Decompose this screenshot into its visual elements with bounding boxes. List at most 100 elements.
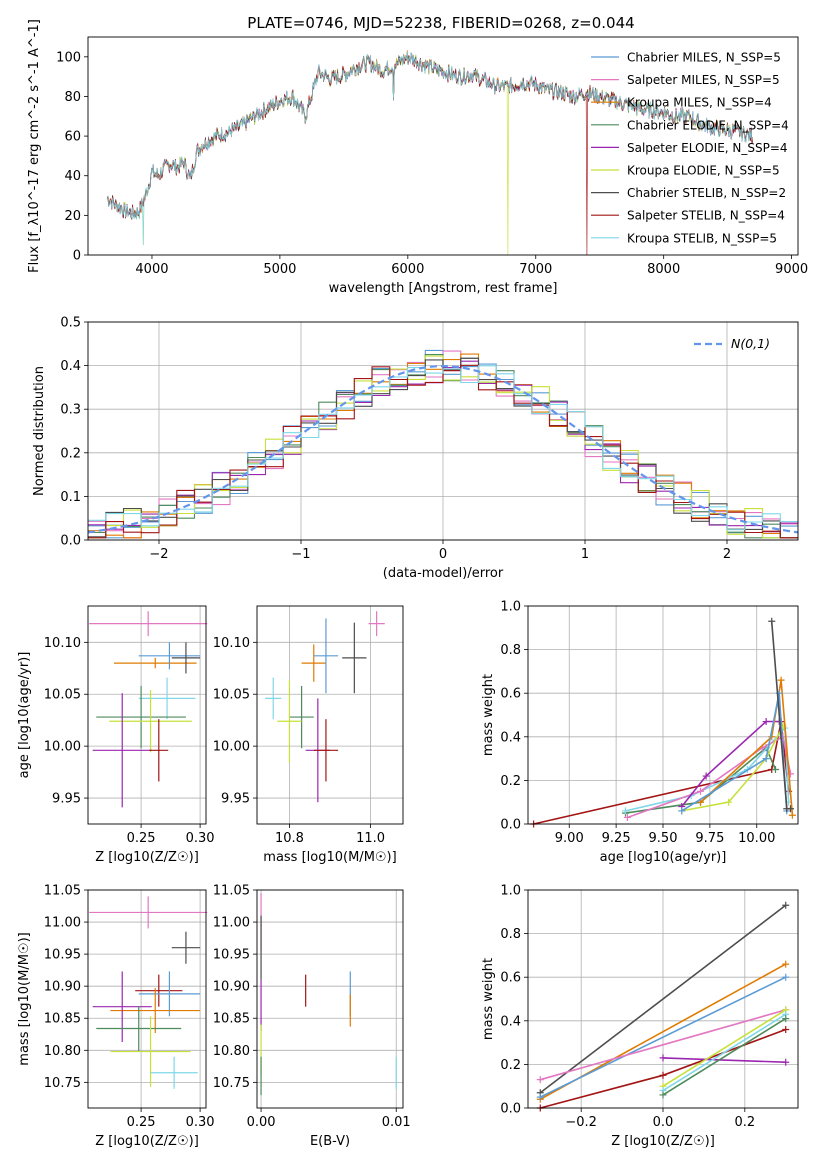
weight-series-line — [662, 1017, 787, 1096]
y-tick-label: 0.2 — [60, 446, 81, 461]
x-tick-label: −0.2 — [565, 1115, 597, 1130]
x-tick-label: −2 — [149, 547, 168, 562]
mass-vs-Z-y-axis-label: mass [log10(M/M☉)] — [17, 932, 32, 1065]
weight-marker — [678, 807, 686, 815]
legend-entry: Chabrier MILES, N_SSP=5 — [627, 51, 781, 65]
legend-entry: Salpeter ELODIE, N_SSP=4 — [627, 141, 788, 155]
mass-weight-vs-Z-lines — [536, 901, 790, 1112]
mass-weight-vs-age-lines — [530, 617, 796, 828]
spectrum-axes: 4000 5000 6000 7000 8000 9000 0 20 40 60 80 100 — [56, 50, 808, 277]
y-tick-label: 10.90 — [213, 980, 250, 995]
y-tick-label: 0.0 — [500, 818, 521, 833]
y-tick-label: 9.95 — [52, 792, 81, 807]
normal-reference-curve — [87, 364, 799, 534]
weight-series-line — [681, 725, 784, 812]
legend-entry: Salpeter MILES, N_SSP=5 — [627, 73, 780, 87]
weight-marker — [725, 798, 733, 806]
x-tick-label: 10.00 — [738, 831, 775, 846]
y-tick-label: 0.4 — [500, 730, 521, 745]
y-tick-label: 0.1 — [60, 490, 81, 505]
weight-marker — [762, 755, 770, 763]
mass-vs-Z-axes: 0.25 0.30 10.75 10.80 10.85 10.90 10.95 11.00 11… — [44, 884, 215, 1131]
weight-marker — [536, 1093, 544, 1101]
x-tick-label: 0.01 — [382, 1115, 411, 1130]
weight-marker — [697, 787, 704, 795]
y-tick-label: 60 — [64, 130, 81, 145]
x-tick-label: −1 — [291, 547, 310, 562]
x-tick-label: 7000 — [519, 262, 552, 277]
mass-weight-vs-age-y-axis-label: mass weight — [481, 674, 496, 756]
mass-vs-EBV-x-axis-label: E(B-V) — [310, 1134, 350, 1149]
weight-marker — [702, 772, 710, 780]
weight-marker — [659, 1054, 667, 1062]
y-tick-label: 10.75 — [44, 1076, 81, 1091]
y-tick-label: 10.00 — [44, 740, 81, 755]
weight-series-line — [662, 1057, 786, 1063]
spectrum-legend: Chabrier MILES, N_SSP=5 Salpeter MILES, N… — [591, 51, 789, 245]
y-tick-label: 0.2 — [500, 1058, 521, 1073]
y-tick-label: 10.10 — [213, 636, 250, 651]
weight-marker — [782, 901, 790, 909]
age-vs-mass-frame — [256, 605, 404, 825]
weight-series-line — [540, 1009, 786, 1081]
residuals-y-axis-label: Normed distribution — [32, 366, 47, 496]
y-tick-label: 0.6 — [500, 971, 521, 986]
x-tick-label: 9.00 — [555, 831, 584, 846]
legend-entry: Salpeter STELIB, N_SSP=4 — [627, 209, 785, 223]
x-tick-label: 11.0 — [356, 831, 385, 846]
age-vs-mass-x-axis-label: mass [log10(M/M☉)] — [263, 850, 396, 865]
weight-series-line — [533, 721, 790, 825]
weight-series-line — [539, 976, 787, 1098]
y-tick-label: 10.05 — [44, 688, 81, 703]
weight-marker — [623, 813, 631, 821]
weight-series-line — [662, 1009, 787, 1087]
y-tick-label: 0.8 — [500, 643, 521, 658]
y-tick-label: 10.85 — [44, 1012, 81, 1027]
y-tick-label: 0 — [73, 249, 81, 264]
x-tick-label: 0.0 — [653, 1115, 674, 1130]
weight-series-line — [662, 1013, 787, 1092]
age-vs-Z-frame — [87, 605, 207, 825]
x-tick-label: 0.25 — [127, 1115, 156, 1130]
legend-entry: Kroupa MILES, N_SSP=4 — [627, 96, 772, 110]
weight-marker — [782, 1015, 790, 1023]
x-tick-label: 4000 — [135, 262, 168, 277]
spectrum-lines — [106, 50, 754, 256]
y-tick-label: 80 — [64, 90, 81, 105]
spectrum-y-axis-label: Flux [f_λ10^-17 erg cm^-2 s^-1 A^-1] — [27, 19, 42, 273]
x-tick-label: 9.50 — [649, 831, 678, 846]
x-tick-label: 9.25 — [602, 831, 631, 846]
x-tick-label: 9000 — [775, 262, 808, 277]
legend-entry: N(0,1) — [731, 336, 770, 351]
y-tick-label: 0.2 — [500, 774, 521, 789]
weight-series-line — [625, 726, 790, 812]
age-vs-Z-y-axis-label: age [log10(age/yr)] — [17, 652, 32, 779]
age-vs-mass-axes: 10.8 11.0 9.95 10.00 10.05 10.10 — [213, 606, 403, 846]
weight-marker — [536, 1076, 544, 1084]
x-tick-label: 0.00 — [247, 1115, 276, 1130]
y-tick-label: 0.0 — [500, 1102, 521, 1117]
spectrum-series-line — [106, 51, 754, 246]
weight-marker — [659, 1091, 667, 1099]
weight-marker — [782, 973, 790, 981]
weight-marker — [782, 1026, 790, 1034]
y-tick-label: 9.95 — [221, 792, 250, 807]
y-tick-label: 1.0 — [500, 600, 521, 615]
x-tick-label: 2 — [723, 547, 731, 562]
y-tick-label: 100 — [56, 50, 81, 65]
weight-marker — [768, 617, 776, 625]
x-tick-label: 0.30 — [186, 1115, 215, 1130]
y-tick-label: 11.00 — [213, 916, 250, 931]
weight-marker — [622, 807, 629, 815]
y-tick-label: 10.80 — [44, 1044, 81, 1059]
x-tick-label: 0.30 — [186, 831, 215, 846]
y-tick-label: 10.90 — [44, 980, 81, 995]
mass-vs-Z-points — [89, 896, 208, 1089]
legend-entry: Chabrier STELIB, N_SSP=2 — [627, 186, 786, 200]
y-tick-label: 0.3 — [60, 403, 81, 418]
residuals-frame — [87, 321, 799, 541]
histogram-series — [88, 365, 798, 531]
y-tick-label: 20 — [64, 209, 81, 224]
weight-marker — [772, 766, 779, 773]
